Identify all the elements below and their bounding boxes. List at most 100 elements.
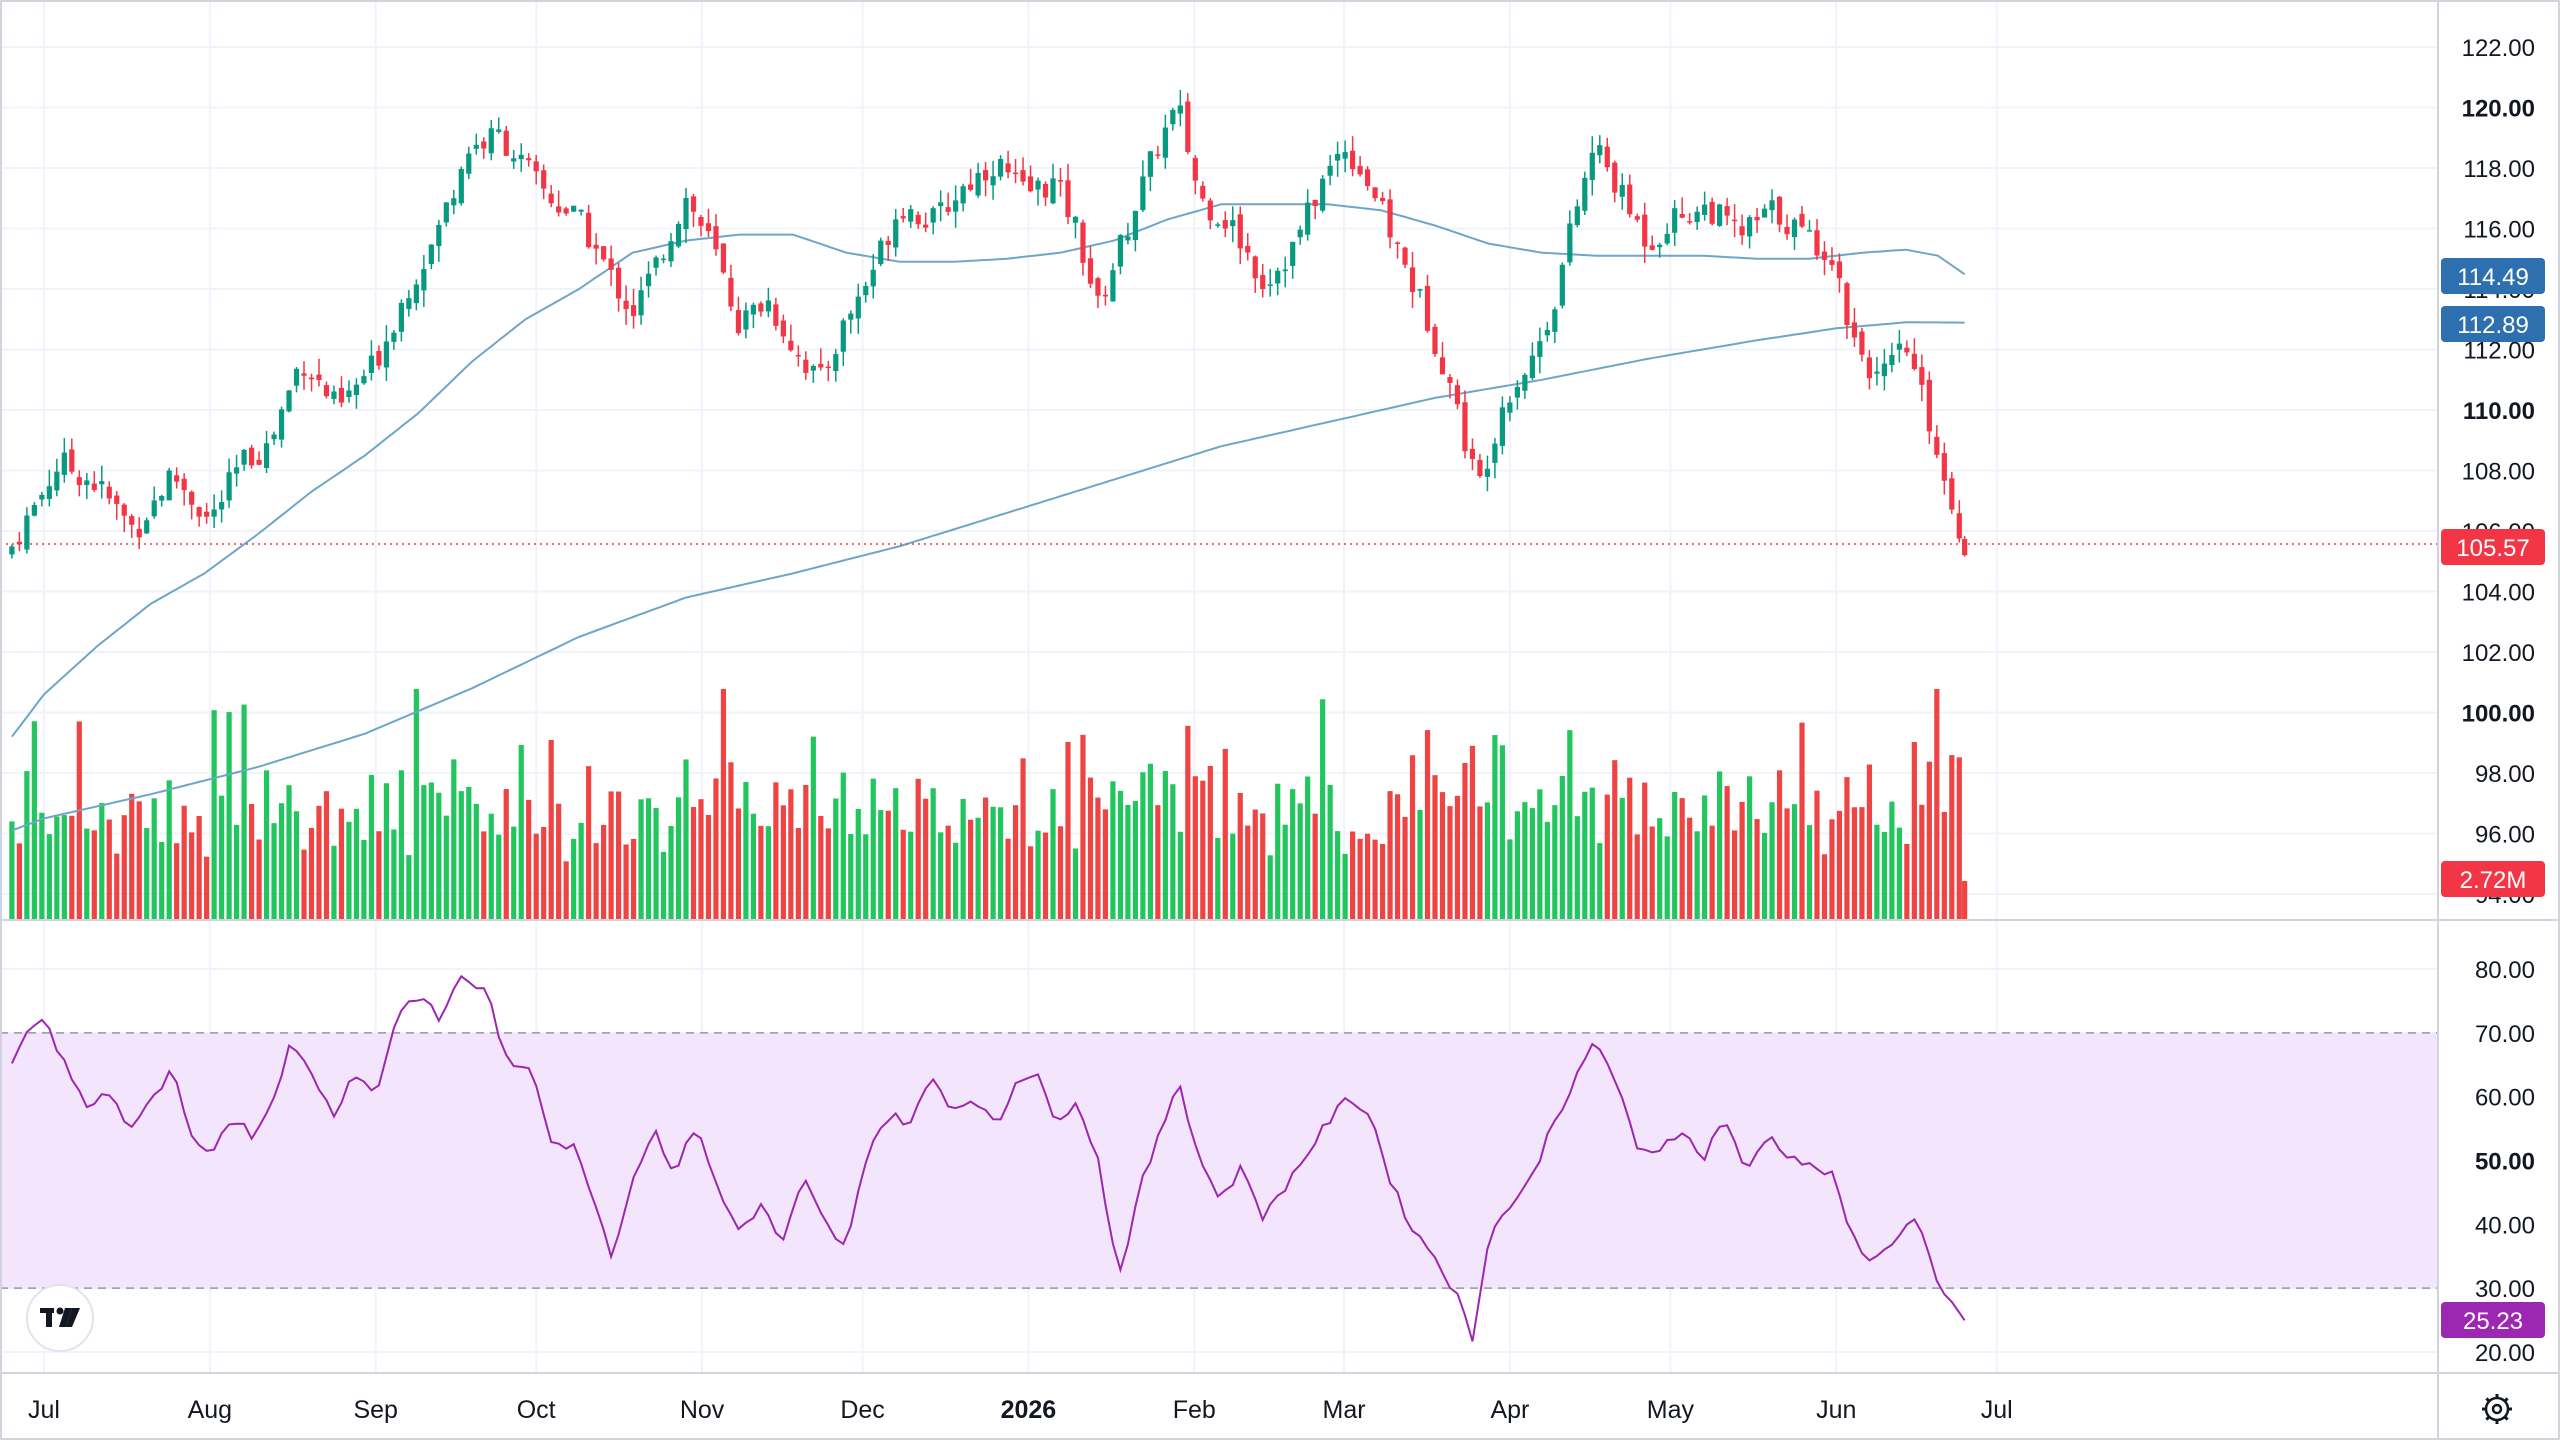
volume-bar bbox=[1574, 816, 1580, 919]
volume-bar bbox=[361, 839, 367, 919]
candle-body bbox=[1522, 374, 1528, 391]
volume-bar bbox=[1859, 807, 1865, 919]
volume-bar bbox=[1469, 745, 1476, 919]
candle-body bbox=[713, 226, 719, 250]
volume-bar bbox=[1694, 831, 1700, 919]
volume-bar bbox=[1477, 806, 1483, 919]
volume-bar bbox=[653, 807, 659, 919]
volume-bar bbox=[436, 792, 442, 919]
volume-bar bbox=[451, 759, 457, 919]
volume-bar bbox=[1162, 771, 1168, 919]
volume-bar bbox=[263, 770, 270, 919]
volume-bar bbox=[458, 791, 464, 919]
volume-bar bbox=[1125, 804, 1131, 919]
candle-body bbox=[84, 480, 90, 486]
tradingview-logo[interactable] bbox=[26, 1284, 94, 1352]
candle-body bbox=[323, 385, 330, 397]
candle-body bbox=[690, 196, 697, 212]
candle-body bbox=[1634, 216, 1640, 220]
candle-body bbox=[1761, 208, 1768, 218]
volume-bar bbox=[541, 826, 547, 919]
candle-body bbox=[368, 355, 375, 373]
volume-bar bbox=[1200, 780, 1206, 919]
volume-bar bbox=[1582, 791, 1588, 919]
candle-body bbox=[1866, 357, 1873, 379]
candle-body bbox=[1962, 539, 1968, 556]
volume-bar bbox=[241, 704, 247, 919]
candle-body bbox=[383, 341, 389, 368]
candle-body bbox=[263, 443, 270, 469]
volume-bar bbox=[1649, 826, 1655, 919]
volume-bar bbox=[645, 798, 652, 919]
volume-bar bbox=[54, 816, 60, 919]
volume-bar bbox=[1604, 794, 1610, 919]
candle-body bbox=[1185, 101, 1191, 152]
volume-bar bbox=[556, 803, 562, 919]
candle-body bbox=[1829, 260, 1835, 265]
volume-bar bbox=[1799, 722, 1805, 919]
candle-body bbox=[99, 481, 105, 485]
volume-bar bbox=[1327, 784, 1333, 919]
volume-bar bbox=[1147, 763, 1153, 919]
volume-bar bbox=[1042, 832, 1049, 919]
volume-bar bbox=[518, 744, 524, 919]
candle-body bbox=[1454, 385, 1461, 405]
candle-body bbox=[353, 384, 360, 396]
candle-body bbox=[533, 161, 539, 172]
candle-body bbox=[1215, 224, 1221, 226]
candle-body bbox=[683, 197, 689, 230]
candle-body bbox=[705, 223, 712, 232]
candle-body bbox=[503, 130, 509, 156]
candle-body bbox=[458, 168, 464, 204]
volume-bar bbox=[166, 780, 172, 919]
candle-body bbox=[893, 219, 899, 248]
volume-bar bbox=[1896, 827, 1902, 919]
volume-bar bbox=[376, 831, 382, 919]
volume-bar bbox=[1379, 844, 1386, 919]
volume-bar bbox=[443, 815, 449, 919]
candle-body bbox=[720, 243, 727, 273]
candle-body bbox=[586, 212, 592, 248]
volume-bar bbox=[234, 824, 240, 919]
candle-body bbox=[219, 502, 225, 510]
volume-bar bbox=[870, 778, 876, 919]
volume-bar bbox=[39, 812, 45, 919]
candle-body bbox=[1147, 151, 1153, 177]
settings-gear-icon[interactable] bbox=[2482, 1394, 2512, 1424]
candle-body bbox=[1140, 176, 1146, 211]
price-tick-label: 122.00 bbox=[2462, 35, 2535, 62]
candle-body bbox=[1282, 269, 1288, 272]
volume-bar bbox=[1117, 790, 1124, 919]
volume-bar bbox=[293, 811, 300, 919]
rsi-band-fill bbox=[0, 1032, 2438, 1289]
candle-body bbox=[930, 208, 936, 223]
candle-body bbox=[271, 434, 277, 440]
candle-body bbox=[908, 209, 914, 222]
volume-bar bbox=[1657, 818, 1663, 919]
volume-bar bbox=[106, 819, 112, 919]
volume-bar bbox=[885, 810, 891, 919]
candle-body bbox=[1372, 187, 1378, 199]
volume-bar bbox=[331, 845, 337, 919]
candle-body bbox=[803, 359, 809, 373]
candle-body bbox=[1896, 343, 1902, 350]
rsi-tick-label: 20.00 bbox=[2475, 1340, 2535, 1367]
volume-bar bbox=[833, 798, 839, 919]
candle-body bbox=[601, 246, 607, 260]
time-axis[interactable]: Jul Aug Sep Oct Nov Dec 2026 Feb Mar Apr May Jun Jul bbox=[28, 1396, 2013, 1424]
volume-bar bbox=[1454, 795, 1461, 919]
rsi-line bbox=[10, 974, 1966, 1342]
candle-body bbox=[1020, 170, 1026, 182]
volume-bar bbox=[1080, 734, 1086, 919]
candle-body bbox=[1934, 436, 1940, 455]
volume-bar bbox=[466, 786, 472, 919]
candle-body bbox=[638, 290, 644, 316]
volume-bar bbox=[91, 830, 97, 919]
volume-bar bbox=[1275, 783, 1281, 919]
candle-body bbox=[1469, 448, 1476, 459]
volume-bar bbox=[368, 775, 375, 919]
rsi-axis[interactable]: 80.00 70.00 60.00 50.00 40.00 30.00 20.00 bbox=[2475, 957, 2535, 1367]
volume-bar bbox=[1844, 777, 1850, 919]
